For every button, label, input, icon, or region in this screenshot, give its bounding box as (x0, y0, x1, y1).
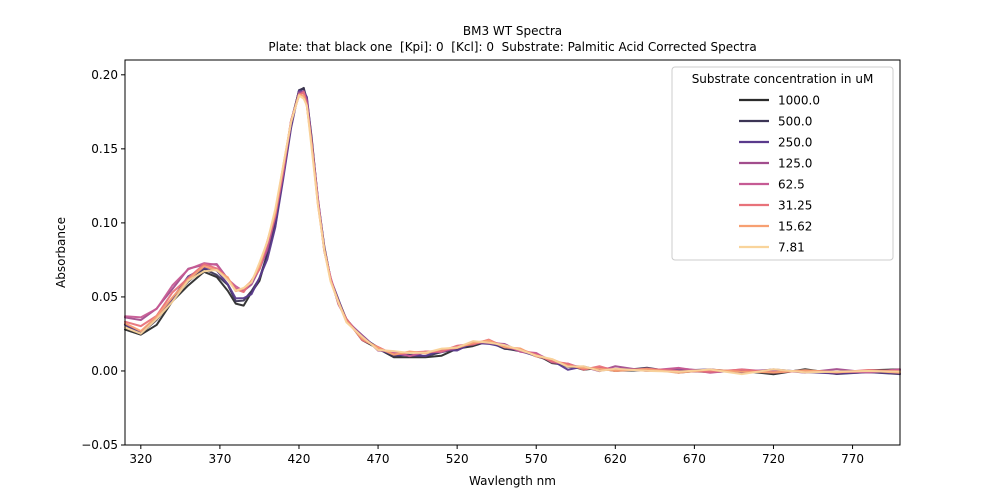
legend-label: 250.0 (778, 136, 812, 150)
legend-items: 1000.0 500.0 250.0 125.0 62.5 31.25 15.62 7.81 (739, 94, 820, 255)
series-layer (124, 86, 901, 376)
legend: Substrate concentration in uM 1000.0 500.… (671, 66, 894, 261)
legend-label: 1000.0 (778, 94, 820, 108)
x-axis: 320 370 420 470 520 570 620 670 720 770 (129, 445, 864, 466)
legend-frame (671, 66, 894, 261)
x-tick-label: 420 (288, 452, 311, 466)
legend-label: 15.62 (778, 220, 812, 234)
x-tick-label: 320 (129, 452, 152, 466)
x-tick-label: 470 (367, 452, 390, 466)
y-tick-label: 0.20 (91, 68, 118, 82)
legend-label: 500.0 (778, 115, 812, 129)
x-axis-label: Wavlength nm (469, 474, 556, 488)
y-tick-label: −0.05 (81, 438, 118, 452)
legend-label: 62.5 (778, 178, 805, 192)
chart-subtitle: Plate: that black one [Kpi]: 0 [Kcl]: 0 … (268, 40, 756, 54)
legend-label: 7.81 (778, 241, 805, 255)
y-axis: −0.05 0.00 0.05 0.10 0.15 0.20 (81, 68, 125, 452)
x-tick-label: 620 (604, 452, 627, 466)
y-tick-label: 0.05 (91, 290, 118, 304)
y-tick-label: 0.00 (91, 364, 118, 378)
chart-title: BM3 WT Spectra (463, 24, 562, 38)
series-line-8 (124, 94, 901, 376)
legend-label: 125.0 (778, 157, 812, 171)
x-tick-label: 720 (762, 452, 785, 466)
y-tick-label: 0.15 (91, 142, 118, 156)
x-tick-label: 570 (525, 452, 548, 466)
plot-frame (124, 59, 901, 446)
x-tick-label: 770 (841, 452, 864, 466)
x-tick-label: 520 (446, 452, 469, 466)
x-tick-label: 370 (208, 452, 231, 466)
x-tick-label: 670 (683, 452, 706, 466)
y-axis-label: Absorbance (54, 217, 68, 288)
legend-label: 31.25 (778, 199, 812, 213)
y-tick-label: 0.10 (91, 216, 118, 230)
legend-title: Substrate concentration in uM (692, 72, 874, 86)
